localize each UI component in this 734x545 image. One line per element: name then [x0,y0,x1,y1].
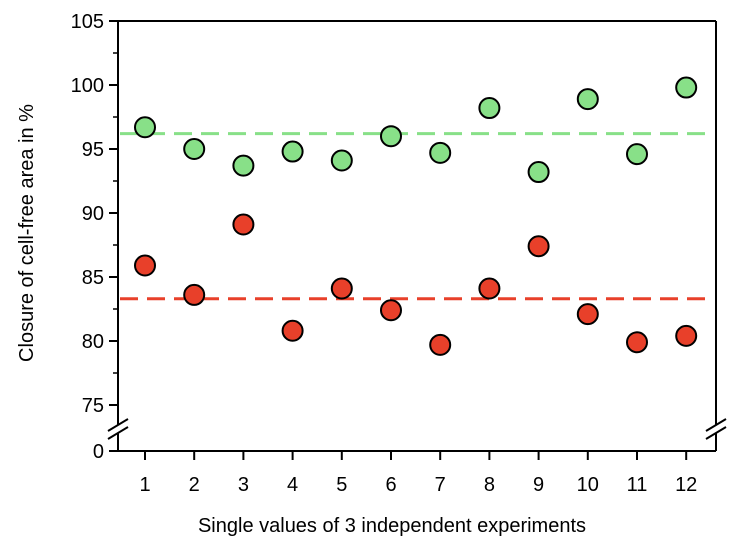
x-tick-label: 5 [336,474,347,496]
series-2-point [626,331,648,354]
series-1-point [281,140,304,163]
x-tick-label: 1 [139,474,150,496]
y-axis-ticks: 105 100 95 90 85 80 75 0 [71,11,118,463]
x-tick-label: 8 [484,474,495,496]
x-tick-label: 4 [287,474,298,496]
x-tick-label: 10 [577,474,599,496]
y-tick-label: 80 [82,331,104,353]
axis-break-mark [107,426,129,440]
series-2-point [281,319,304,342]
y-tick-label: 85 [82,267,104,289]
x-tick-label: 7 [435,474,446,496]
axis-break-marks [107,418,727,440]
series-1-point [527,161,550,184]
plot-frame [117,20,717,452]
x-tick-label: 11 [627,474,648,496]
series-2-point [429,333,452,356]
axis-break-mark [107,418,129,432]
x-axis-ticks: 1 2 3 4 5 6 7 8 9 10 11 12 [139,451,697,496]
series-2-point [478,277,501,300]
axis-break-mark [705,418,727,432]
x-axis-title: Single values of 3 independent experimen… [198,515,586,537]
x-tick-label: 12 [675,474,697,496]
series-1-point [380,125,402,148]
series-2-point [675,324,698,347]
series-2-point [380,299,402,322]
series-1-point [576,88,599,111]
series-1-point [478,97,501,120]
x-tick-label: 3 [238,474,249,496]
series-2-point [183,283,206,306]
series-1-point [232,154,255,177]
series-1-point [429,141,452,164]
x-tick-label: 9 [533,474,544,496]
series-2-point [330,277,353,300]
series-2-point [576,303,599,326]
series-1-point [330,149,353,172]
series-1-point [183,138,206,160]
series-2-point [232,213,255,236]
x-tick-label: 6 [385,474,396,496]
y-tick-label: 105 [71,11,104,33]
y-tick-label: 100 [71,75,104,97]
x-tick-label: 2 [189,474,200,496]
series-2-point [527,235,550,258]
series-1-point [626,143,648,166]
data-points [134,76,698,356]
series-2-point [134,254,156,277]
y-tick-label: 0 [93,441,104,463]
y-axis-title: Closure of cell-free area in % [16,104,38,362]
mean-lines [120,132,714,301]
y-tick-label: 95 [82,139,104,161]
y-tick-label: 90 [82,203,104,225]
axis-break-mark [705,426,727,440]
series-1-point [675,76,698,99]
series-1-point [134,116,156,139]
y-tick-label: 75 [82,395,104,417]
